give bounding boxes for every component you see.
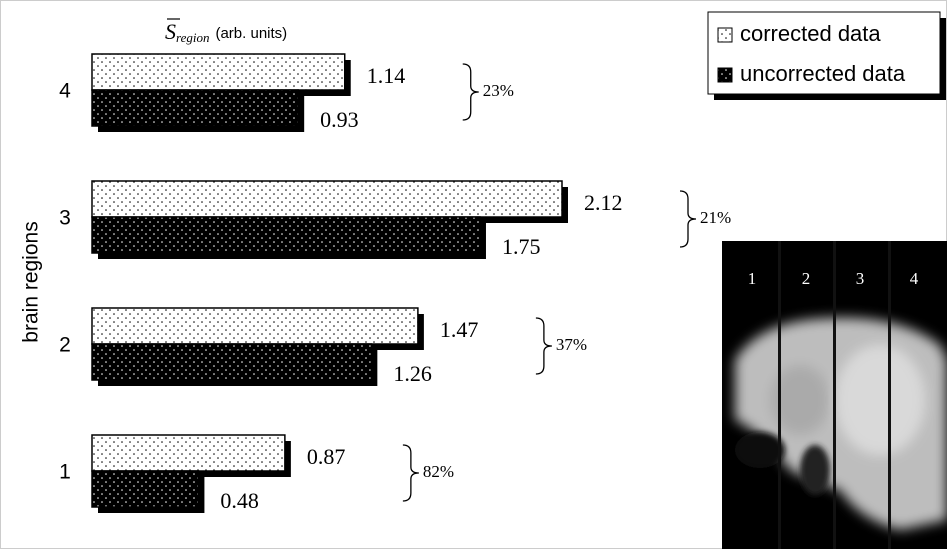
bar	[92, 435, 285, 471]
annotation: 21%	[700, 208, 731, 227]
category-label: 2	[59, 334, 71, 357]
x-label-subscript: region	[176, 30, 209, 45]
inset-label: 2	[802, 269, 811, 288]
bar	[92, 54, 345, 90]
value-label: 0.93	[320, 107, 359, 132]
slice-divider	[833, 241, 836, 549]
legend-swatch	[718, 68, 732, 82]
legend: corrected data uncorrected data	[708, 12, 946, 100]
inset-label: 3	[856, 269, 865, 288]
bar	[92, 217, 480, 253]
y-axis-label: brain regions	[20, 221, 43, 342]
x-label-units: (arb. units)	[215, 25, 287, 42]
inset-image: 1 2 3 4	[722, 241, 947, 549]
value-label: 0.87	[307, 444, 346, 469]
inset-label: 4	[910, 269, 919, 288]
bar	[92, 308, 418, 344]
value-label: 1.26	[393, 361, 432, 386]
bar	[92, 90, 298, 126]
annotation: 82%	[423, 462, 454, 481]
value-label: 1.47	[440, 317, 479, 342]
legend-label: uncorrected data	[740, 61, 906, 86]
annotation: 37%	[556, 335, 587, 354]
value-label: 1.14	[367, 63, 406, 88]
annotation: 23%	[483, 81, 514, 100]
slice-divider	[778, 241, 781, 549]
category-label: 1	[59, 461, 71, 484]
chart: Sregion (arb. units) brain regions correc…	[0, 0, 947, 549]
bar	[92, 181, 562, 217]
x-label-symbol: S	[165, 19, 176, 44]
value-label: 0.48	[220, 488, 259, 513]
category-label: 3	[59, 207, 71, 230]
value-label: 2.12	[584, 190, 623, 215]
bar	[92, 471, 198, 507]
legend-swatch	[718, 28, 732, 42]
category-label: 4	[59, 80, 71, 103]
bar	[92, 344, 371, 380]
inset-label: 1	[748, 269, 757, 288]
legend-label: corrected data	[740, 21, 881, 46]
slice-divider	[888, 241, 891, 549]
value-label: 1.75	[502, 234, 540, 259]
